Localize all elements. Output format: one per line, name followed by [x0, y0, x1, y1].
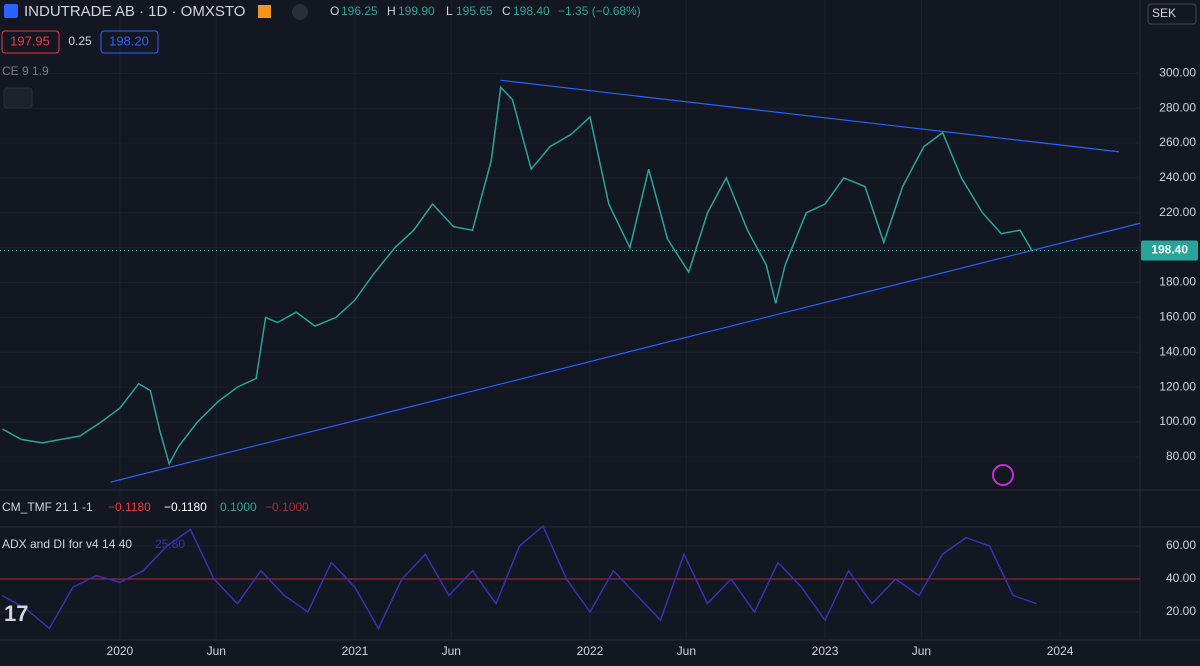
y-tick-label: 60.00	[1166, 538, 1196, 552]
y-tick-label: 20.00	[1166, 604, 1196, 618]
h-value: 199.90	[398, 4, 435, 18]
l-value: 195.65	[456, 4, 493, 18]
y-tick-label: 120.00	[1159, 379, 1196, 393]
c-label: C	[502, 4, 511, 18]
lightning-icon[interactable]	[992, 464, 1014, 486]
bid-box[interactable]	[1, 30, 60, 54]
collapse-button[interactable]	[3, 87, 33, 109]
toggle[interactable]	[292, 4, 308, 20]
flag-icon[interactable]	[258, 5, 271, 18]
x-tick-label: Jun	[207, 644, 226, 658]
o-value: 196.25	[341, 4, 378, 18]
y-tick-label: 100.00	[1159, 414, 1196, 428]
c-value: 198.40	[513, 4, 550, 18]
tmf-label: CM_TMF 21 1 -1	[2, 500, 93, 514]
series-line	[2, 524, 1037, 631]
currency-box[interactable]	[1147, 3, 1197, 25]
l-label: L	[446, 4, 453, 18]
y-tick-label: 40.00	[1166, 571, 1196, 585]
h-label: H	[387, 4, 396, 18]
tmf-value: −0.1180	[108, 500, 151, 514]
ask-box[interactable]	[100, 30, 159, 54]
trend-line	[110, 222, 1141, 483]
price-label-box	[1141, 240, 1198, 261]
spread: 0.25	[68, 34, 92, 48]
tv-logo[interactable]: 17	[4, 601, 28, 626]
tmf-value: 0.1000	[220, 500, 257, 514]
symbol[interactable]: INDUTRADE AB · 1D · OMXSTO	[24, 3, 245, 20]
trend-line	[500, 79, 1119, 153]
x-tick-label: Jun	[677, 644, 696, 658]
y-tick-label: 260.00	[1159, 135, 1196, 149]
y-tick-label: 240.00	[1159, 170, 1196, 184]
x-tick-label: 2023	[812, 644, 839, 658]
y-tick-label: 80.00	[1166, 449, 1196, 463]
x-tick-label: 2020	[107, 644, 134, 658]
x-tick-label: Jun	[442, 644, 461, 658]
adx-label: ADX and DI for v4 14 40	[2, 537, 132, 551]
price-label: 198.40	[1151, 243, 1188, 257]
series-line	[2, 85, 1033, 466]
y-tick-label: 280.00	[1159, 100, 1196, 114]
change: −1.35 (−0.68%)	[558, 4, 641, 18]
plot	[0, 79, 1141, 631]
ce-indicator: CE 9 1.9	[2, 64, 49, 78]
x-tick-label: Jun	[912, 644, 931, 658]
x-tick-label: 2024	[1047, 644, 1074, 658]
x-tick-label: 2022	[577, 644, 604, 658]
adx-value: 25.80	[155, 537, 185, 551]
y-tick-label: 180.00	[1159, 275, 1196, 289]
y-tick-label: 220.00	[1159, 205, 1196, 219]
ask[interactable]: 198.20	[109, 33, 149, 48]
tmf-value: −0.1180	[164, 500, 207, 514]
x-tick-label: 2021	[342, 644, 369, 658]
bid[interactable]: 197.95	[10, 33, 50, 48]
symbol-logo	[4, 4, 18, 18]
o-label: O	[330, 4, 339, 18]
y-tick-label: 160.00	[1159, 310, 1196, 324]
currency[interactable]: SEK	[1152, 6, 1176, 20]
y-tick-label: 140.00	[1159, 344, 1196, 358]
y-tick-label: 300.00	[1159, 66, 1196, 80]
tmf-value: −0.1000	[265, 500, 309, 514]
